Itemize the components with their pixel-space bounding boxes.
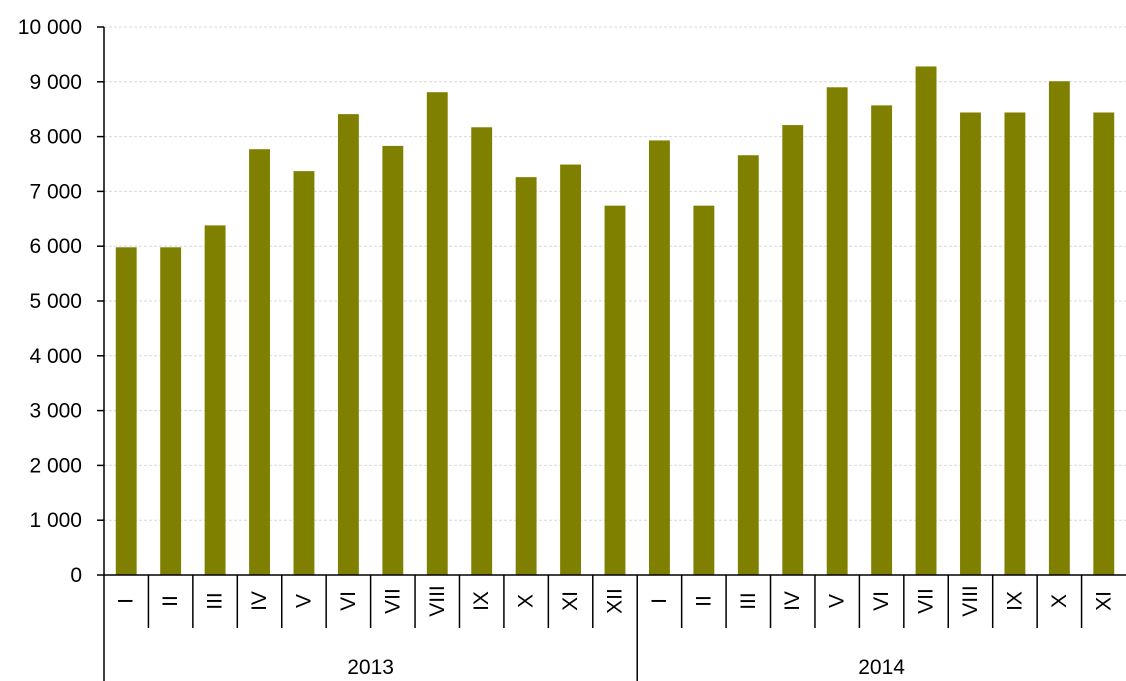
y-axis-tick-labels: 0 1 000 2 000 3 000 4 000 5 000 6 000 7 000 8 00… [18,16,82,587]
bar [337,114,359,575]
bar [604,205,626,575]
bar [915,66,937,576]
bar [871,105,893,575]
x-tick-label: V [826,594,849,608]
bar [293,171,315,575]
y-tick-label: 3 000 [29,400,82,423]
bar [115,247,137,575]
x-tick-label: XI [559,591,582,611]
group-label: 2014 [858,656,905,679]
y-tick-label: 6 000 [29,235,82,258]
bar [1004,112,1026,575]
bar [204,225,226,575]
x-tick-label: I [115,598,138,604]
x-tick-label: III [737,592,760,610]
bar [826,87,848,575]
y-tick-label: 10 000 [18,16,82,39]
x-tick-label: V [292,594,315,608]
bar [515,177,537,576]
bar [560,164,582,575]
x-tick-label: X [1048,594,1071,608]
x-tick-label: IX [470,591,493,611]
x-axis-tick-labels: I II III IV V VI VII VIII IX X XI XII I II III IV V VI VII… [115,585,1116,617]
x-tick-label: VIII [959,585,982,617]
bar [782,125,804,575]
bar [737,155,759,575]
x-tick-label: VI [870,591,893,611]
x-axis-group-labels: 2013 2014 [347,656,905,679]
x-tick-label: X [515,594,538,608]
x-tick-label: I [648,598,671,604]
bar [1048,81,1070,575]
x-tick-label: VI [337,591,360,611]
bar [693,205,715,575]
x-tick-label: VII [381,588,404,614]
x-tick-label: XII [604,588,627,614]
bars [115,66,1115,576]
bar [960,112,981,575]
group-label: 2013 [347,656,394,679]
bar [1093,112,1115,575]
y-tick-label: 9 000 [29,71,82,94]
y-tick-label: 4 000 [29,345,82,368]
y-tick-label: 5 000 [29,290,82,313]
x-tick-label: II [692,595,715,607]
x-tick-label: II [159,595,182,607]
y-tick-label: 1 000 [29,509,82,532]
axes [97,26,1126,681]
bar [160,247,182,575]
x-tick-label: IV [248,591,271,611]
x-tick-label: XI [1092,591,1115,611]
y-tick-label: 0 [70,564,82,587]
x-tick-label: IV [781,591,804,611]
x-tick-label: IX [1003,591,1026,611]
bar [382,145,404,575]
bar [249,149,270,576]
bar [471,127,493,575]
y-tick-label: 8 000 [29,126,82,149]
x-tick-label: III [204,592,227,610]
y-tick-label: 2 000 [29,454,82,477]
bar [426,92,448,575]
x-tick-label: VIII [426,585,449,617]
x-tick-label: VII [915,588,938,614]
bar [648,140,670,575]
y-tick-label: 7 000 [29,180,82,203]
